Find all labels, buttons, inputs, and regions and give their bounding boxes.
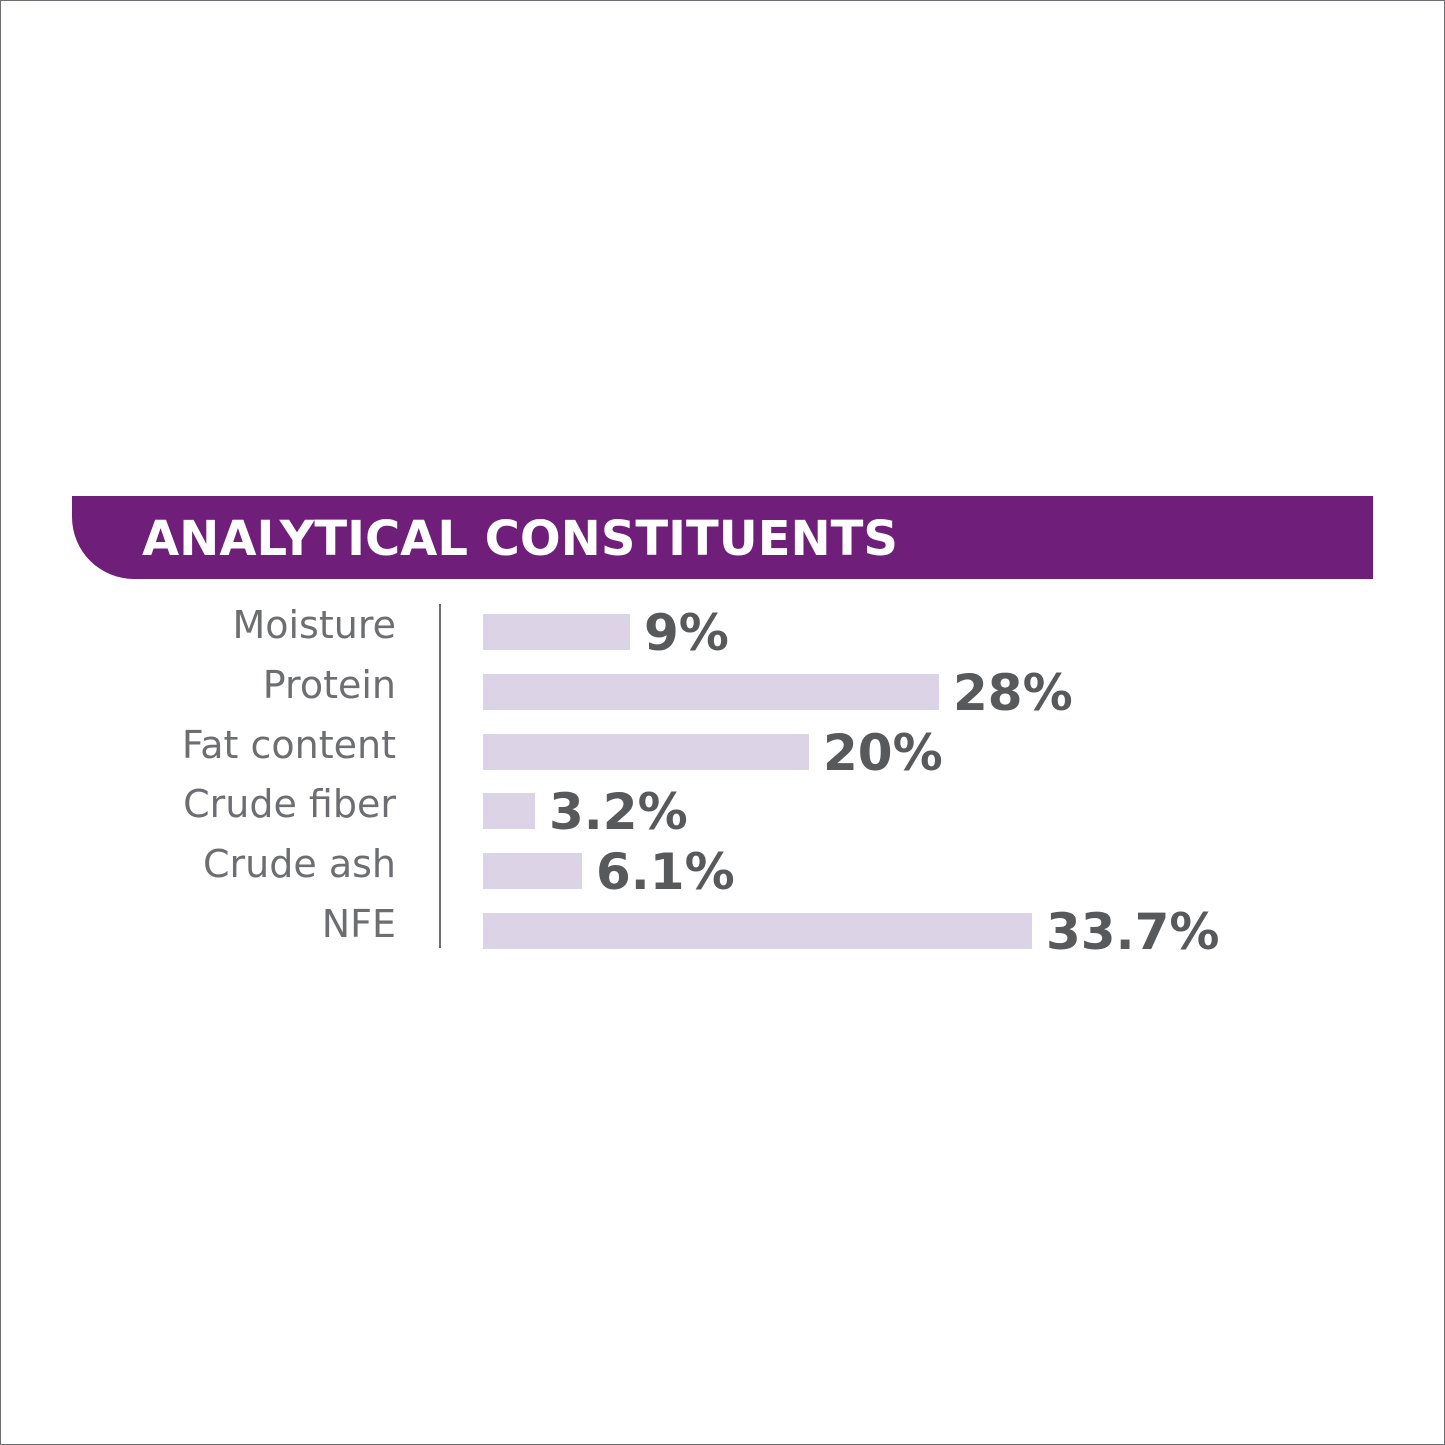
axis-divider bbox=[439, 604, 441, 948]
bar bbox=[483, 734, 809, 770]
value-label: 28% bbox=[953, 664, 1073, 722]
chart-title: ANALYTICAL CONSTITUENTS bbox=[142, 511, 898, 567]
category-label: Moisture bbox=[232, 603, 396, 647]
bar bbox=[483, 674, 939, 710]
bar bbox=[483, 913, 1032, 949]
category-label: NFE bbox=[321, 902, 396, 946]
value-label: 20% bbox=[823, 724, 943, 782]
category-label: Crude fiber bbox=[183, 782, 396, 826]
category-label: Crude ash bbox=[203, 842, 396, 886]
bar bbox=[483, 614, 630, 650]
value-label: 6.1% bbox=[596, 843, 735, 901]
title-banner bbox=[72, 496, 1373, 579]
bar bbox=[483, 853, 582, 889]
value-label: 3.2% bbox=[549, 783, 688, 841]
bar bbox=[483, 793, 535, 829]
category-label: Fat content bbox=[181, 723, 396, 767]
value-label: 9% bbox=[644, 604, 729, 662]
category-label: Protein bbox=[262, 663, 396, 707]
value-label: 33.7% bbox=[1046, 903, 1220, 961]
